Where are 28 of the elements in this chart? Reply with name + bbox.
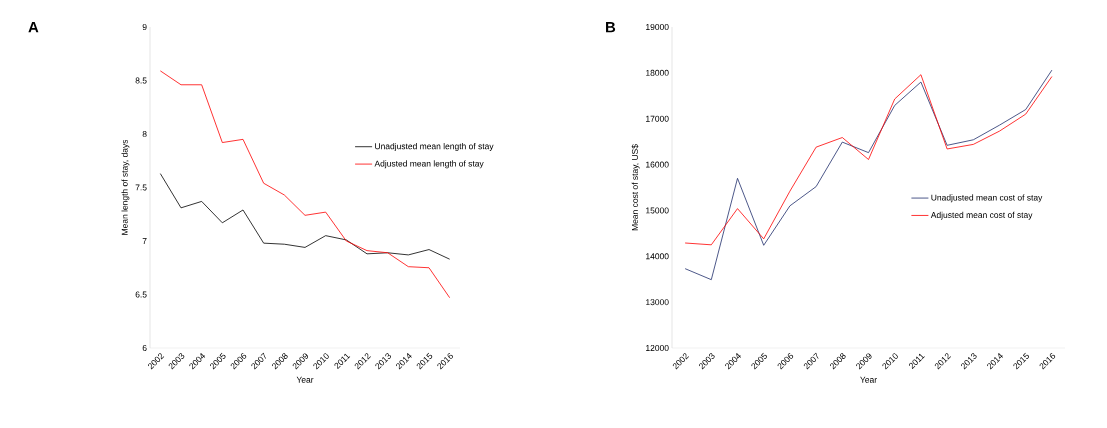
- y-tick-label: 7.5: [135, 184, 147, 191]
- y-tick-label: 8: [142, 131, 147, 137]
- y-tick-label: 19000: [646, 24, 669, 30]
- legend-label: Unadjusted mean length of stay: [375, 143, 494, 151]
- legend-label: Adjusted mean length of stay: [374, 160, 484, 169]
- y-tick-label: 7: [142, 238, 147, 244]
- y-tick-label: 8.5: [135, 77, 147, 84]
- y-tick-label: 16000: [646, 161, 669, 168]
- y-tick-label: 13000: [646, 299, 669, 306]
- y-axis-title: Mean cost of stay, US$: [631, 144, 640, 231]
- legend-label: Adjusted mean cost of stay: [930, 211, 1033, 220]
- y-axis-title: Mean length of stay, days: [121, 139, 130, 235]
- x-axis-title: Year: [296, 376, 314, 383]
- y-tick-label: 18000: [646, 69, 669, 76]
- text: A: [28, 22, 39, 33]
- y-tick-label: 6.5: [135, 291, 147, 298]
- y-tick-label: 12000: [646, 345, 669, 351]
- legend-label: Unadjusted mean cost of stay: [931, 194, 1043, 203]
- line-series: [159, 173, 451, 260]
- y-tick-label: 17000: [646, 115, 669, 122]
- line-series: [684, 69, 1053, 281]
- y-tick-label: 15000: [646, 207, 669, 214]
- y-tick-label: 14000: [646, 253, 669, 260]
- x-axis-title: Year: [860, 376, 877, 383]
- text: B: [606, 22, 616, 33]
- line-series: [684, 74, 1053, 246]
- y-tick-label: 6: [142, 345, 147, 351]
- y-tick-label: 9: [142, 24, 147, 30]
